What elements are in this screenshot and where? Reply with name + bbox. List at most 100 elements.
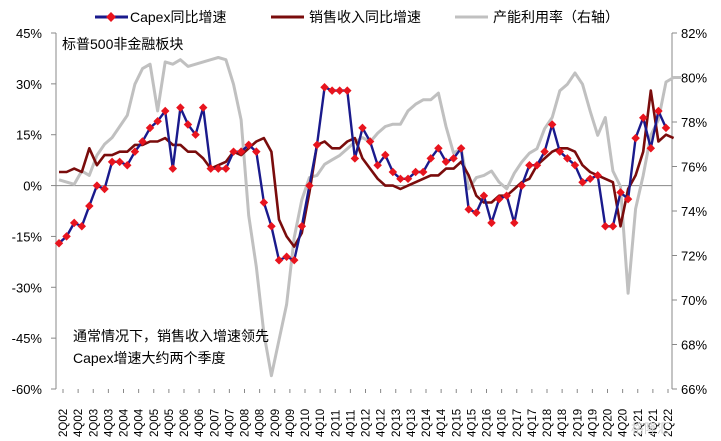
series-capex-point [183,120,193,129]
series-capex-point [563,154,572,163]
x-tick-label: 4Q16 [497,409,509,437]
x-tick-label: 4Q18 [557,409,569,437]
series-capex-point [365,137,375,146]
x-tick-label: 4Q13 [406,409,418,437]
series-capex-point [335,86,344,95]
left-axis-ticks: 45% 30% 15% 0% -15% -30% -45% -60% [12,26,56,397]
left-tick-label: -30% [12,280,43,295]
legend-capex-marker [106,12,116,22]
x-tick-label: 2Q21 [633,409,645,437]
x-tick-label: 2Q14 [421,408,433,437]
x-tick-label: 2Q02 [58,409,70,437]
left-tick-label: 30% [16,77,42,92]
series-capex-point [282,252,291,262]
series-capex-point [464,205,473,214]
series-capex-line [58,86,668,262]
x-tick-label: 2Q13 [391,409,403,437]
x-tick-label: 4Q07 [224,409,236,437]
right-tick-label: 72% [681,249,707,264]
x-tick-label: 4Q19 [587,409,599,437]
series-capex-point [85,201,94,211]
right-tick-label: 74% [681,204,707,219]
x-tick-label: 2Q17 [512,409,524,437]
x-tick-label: 2Q10 [300,409,312,437]
series-capex-point [107,157,117,167]
series-capex-point [601,222,610,231]
left-tick-label: 0% [23,179,42,194]
series-capex-point [616,188,625,197]
series-capex-point [494,194,504,204]
series-capex-point [456,144,466,153]
series-capex-point [198,103,208,112]
series-capex-point [593,171,602,180]
x-tick-label: 2Q22 [663,409,675,437]
legend-util-label: 产能利用率（右轴） [493,9,619,25]
legend-capex-label: Capex同比增速 [130,9,226,25]
series-capex-point [661,123,671,133]
x-tick-label: 4Q20 [618,409,630,437]
series-capex-point [130,147,140,156]
x-tick-label: 4Q21 [648,409,660,437]
series-capex-point [252,147,261,156]
watermark-text: 格隆汇 [631,421,670,436]
series-capex-point [267,222,276,231]
series-capex-group [54,82,671,265]
right-tick-label: 78% [681,115,707,130]
series-capex-point [358,123,367,133]
right-axis-ticks: 82% 80% 78% 76% 74% 72% 70% 68% 66% [672,26,707,397]
x-tick-label: 2Q06 [179,409,191,437]
series-capex-point [570,160,580,170]
x-tick-label: 2Q19 [572,409,584,437]
right-tick-label: 66% [681,382,707,397]
chart-subtitle: 标普500非金融板块 [62,36,183,52]
series-capex-point [176,103,185,112]
series-capex-point [327,86,337,95]
left-tick-label: -15% [12,229,43,244]
right-tick-label: 80% [681,71,707,86]
x-tick-label: 2Q12 [361,409,373,437]
x-tick-label: 2Q15 [451,409,463,437]
series-capex-point [350,154,360,163]
series-capex-point [472,208,481,217]
x-tick-label: 2Q18 [542,409,554,437]
right-tick-label: 82% [681,26,707,41]
x-tick-label: 4Q03 [103,409,115,437]
x-tick-label: 2Q20 [603,409,615,437]
series-capex-point [191,130,200,139]
series-capex-point [69,218,79,228]
series-capex-point [441,157,451,167]
series-sales-group [59,89,675,248]
series-capex-point [153,116,162,126]
x-tick-label: 2Q11 [330,410,342,437]
series-capex-point [449,154,458,163]
series-capex-point [145,123,155,133]
x-axis-ticks: 2Q02 4Q02 2Q03 4Q03 2Q04 4Q04 2Q05 4Q05 2Q06 4Q06… [58,389,675,437]
series-capex-point [259,198,269,207]
x-tick-label: 2Q05 [149,409,161,437]
right-tick-label: 76% [681,160,707,175]
series-sales-line [59,89,675,248]
series-capex-point [312,140,322,150]
series-capex-point [138,137,147,146]
series-capex-point [77,222,87,231]
series-capex-point [274,255,284,265]
series-capex-point [631,133,640,143]
series-capex-point [244,140,253,150]
x-tick-label: 2Q09 [270,409,282,437]
x-tick-label: 4Q10 [315,409,327,437]
left-tick-label: 15% [16,128,42,143]
series-capex-point [221,164,231,173]
x-tick-label: 4Q11 [345,410,357,437]
right-tick-label: 70% [681,293,707,308]
series-capex-point [608,222,618,231]
x-tick-label: 4Q05 [164,409,176,437]
annotation-line-2: Capex增速大约两个季度 [73,350,225,366]
series-capex-point [115,157,124,167]
series-capex-point [510,218,519,228]
series-capex-point [320,82,329,92]
x-tick-label: 4Q04 [134,408,146,437]
series-capex-point [623,194,633,204]
x-tick-label: 2Q16 [482,409,494,437]
series-capex-point [214,164,223,173]
